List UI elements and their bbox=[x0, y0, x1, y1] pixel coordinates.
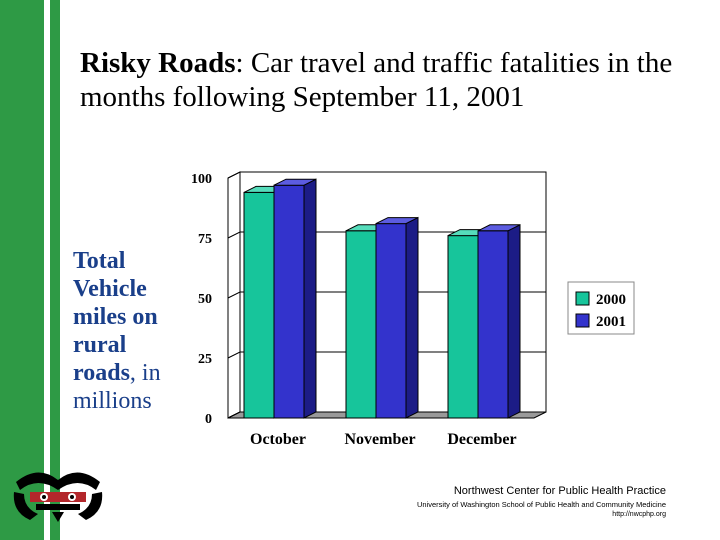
left-accent-stripe bbox=[50, 0, 60, 540]
bar bbox=[477, 230, 509, 419]
slide-title-bold: Risky Roads bbox=[80, 47, 236, 79]
bar-top bbox=[477, 224, 521, 232]
y-tick-label: 100 bbox=[191, 172, 212, 187]
bar-top bbox=[273, 178, 317, 186]
side-label-rest: , in millions bbox=[73, 360, 161, 414]
gridline bbox=[227, 411, 546, 419]
gridline bbox=[227, 291, 546, 299]
bar-side bbox=[303, 178, 317, 419]
gridline bbox=[227, 351, 546, 359]
x-category-label: October bbox=[250, 431, 306, 448]
x-category-label: December bbox=[447, 431, 516, 448]
slide-title: Risky Roads: Car travel and traffic fata… bbox=[80, 46, 700, 114]
legend-label: 2001 bbox=[596, 314, 626, 330]
side-label-bold: Total Vehicle miles on rural roads bbox=[73, 248, 158, 386]
bar-side bbox=[507, 223, 521, 419]
x-category-label: November bbox=[344, 431, 415, 448]
bar-side bbox=[405, 216, 419, 419]
side-label: Total Vehicle miles on rural roads, in m… bbox=[73, 247, 188, 415]
native-art-logo-icon bbox=[13, 472, 103, 522]
y-tick-label: 75 bbox=[198, 232, 212, 247]
gridline bbox=[227, 171, 546, 179]
left-accent-bar bbox=[0, 0, 44, 540]
gridline bbox=[227, 231, 546, 239]
y-tick-label: 25 bbox=[198, 352, 212, 367]
footer: Northwest Center for Public Health Pract… bbox=[417, 485, 666, 518]
bar bbox=[375, 223, 407, 419]
legend-swatch bbox=[575, 291, 590, 306]
bar bbox=[243, 191, 275, 419]
footer-org: Northwest Center for Public Health Pract… bbox=[453, 485, 666, 497]
legend-swatch bbox=[575, 313, 590, 328]
legend-label: 2000 bbox=[596, 292, 626, 308]
slide-title-rest: : Car travel and traffic fatalities in t… bbox=[80, 47, 673, 113]
bar bbox=[345, 230, 377, 419]
y-tick-label: 50 bbox=[198, 292, 212, 307]
bar-chart: 0 25 50 75 100 October November December 2000 200… bbox=[191, 171, 635, 448]
y-tick-label: 0 bbox=[205, 412, 212, 427]
footer-school: University of Washington School of Publi… bbox=[416, 500, 666, 509]
footer-url: http://nwcphp.org bbox=[612, 511, 666, 518]
left-accent-gap bbox=[44, 0, 50, 540]
bar bbox=[273, 184, 305, 419]
bar bbox=[447, 235, 479, 419]
bar-top bbox=[375, 217, 419, 225]
